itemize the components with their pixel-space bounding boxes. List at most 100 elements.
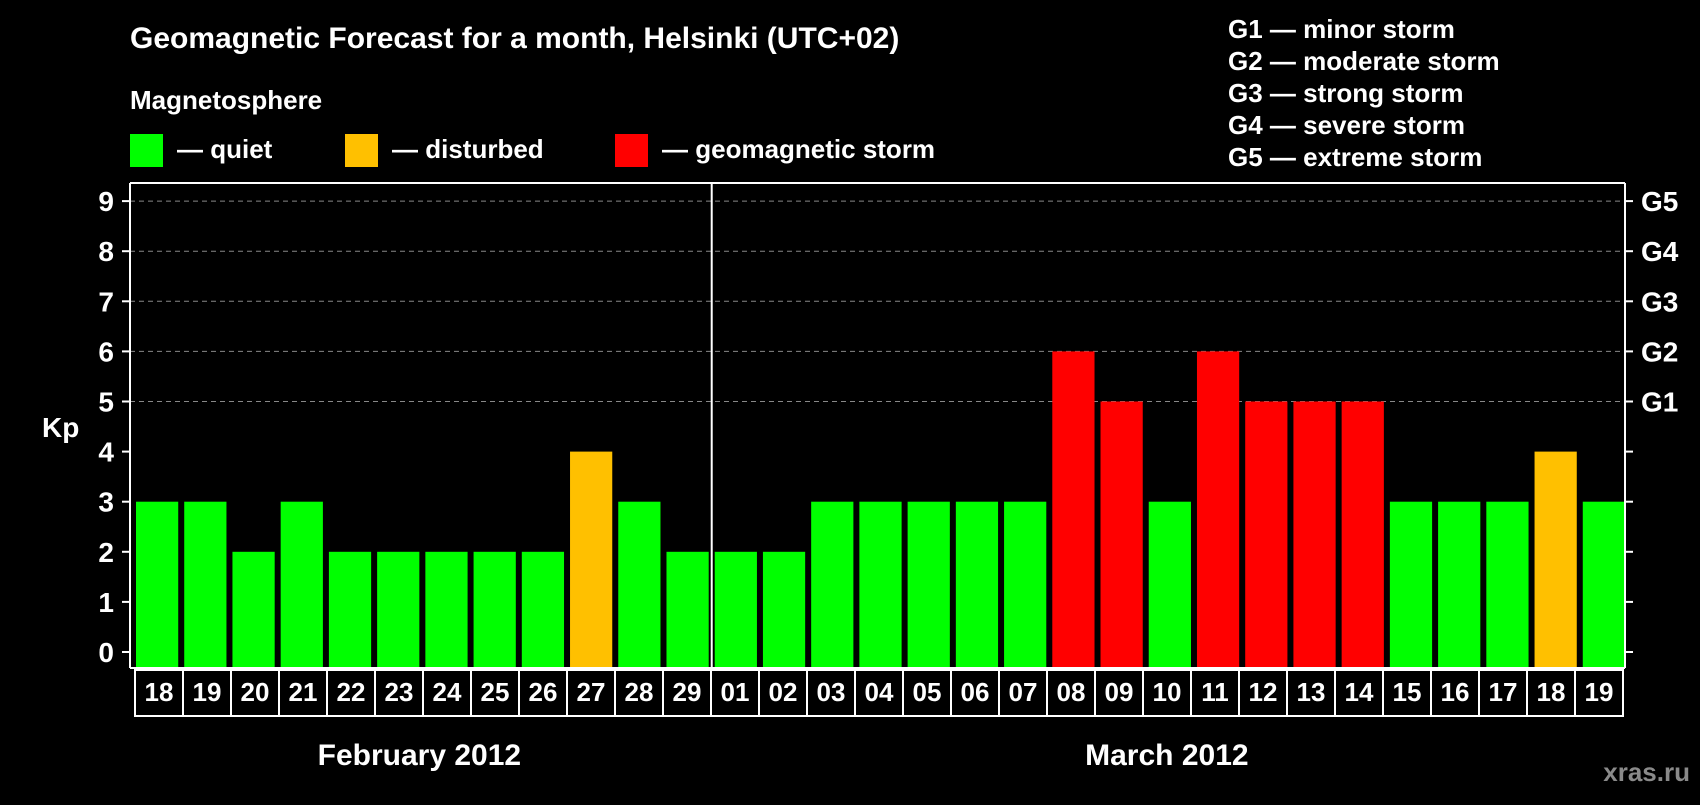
day-label: 24 [433,677,462,707]
bar [184,501,227,668]
bar [1534,451,1577,668]
legend: — quiet — disturbed — geomagnetic storm [130,134,935,167]
bar [377,551,420,668]
y-tick-label: 1 [98,587,114,618]
bar [1486,501,1529,668]
day-label: 20 [241,677,270,707]
bar [811,501,854,668]
storm-scale-item: G5 — extreme storm [1228,142,1482,172]
bar [280,501,323,668]
day-label: 19 [193,677,222,707]
bar [232,551,275,668]
storm-scale-item: G4 — severe storm [1228,110,1465,140]
day-label: 09 [1105,677,1134,707]
bar [714,551,757,668]
bar [1438,501,1481,668]
y-axis-label: Kp [42,412,79,443]
day-label: 22 [337,677,366,707]
day-label: 28 [625,677,654,707]
day-label: 07 [1009,677,1038,707]
y-tick-label: 3 [98,487,114,518]
legend-label-disturbed: — disturbed [392,134,544,164]
y-tick-label: 5 [98,387,114,418]
storm-scale-item: G2 — moderate storm [1228,46,1500,76]
day-label: 19 [1585,677,1614,707]
day-label: 29 [673,677,702,707]
y-tick-label: 9 [98,186,114,217]
bar [1004,501,1047,668]
day-label: 03 [817,677,846,707]
g-scale-label: G3 [1641,286,1678,317]
legend-label-storm: — geomagnetic storm [662,134,935,164]
legend-swatch-disturbed [345,134,378,167]
chart-title: Geomagnetic Forecast for a month, Helsin… [130,22,899,55]
g-scale-label: G5 [1641,186,1678,217]
day-label: 18 [1537,677,1566,707]
day-label: 17 [1489,677,1518,707]
day-label: 23 [385,677,414,707]
day-label: 06 [961,677,990,707]
bar [618,501,661,668]
day-label: 18 [145,677,174,707]
bar [1341,401,1384,668]
bar [907,501,950,668]
legend-swatch-storm [615,134,648,167]
y-tick-label: 2 [98,537,114,568]
day-label: 04 [865,677,894,707]
month-label: February 2012 [318,739,521,772]
day-label: 02 [769,677,798,707]
bar [425,551,468,668]
watermark: xras.ru [1603,757,1690,787]
bar [521,551,565,668]
day-label: 05 [913,677,942,707]
day-label: 14 [1345,677,1374,707]
y-tick-label: 8 [98,236,114,267]
day-label: 27 [577,677,606,707]
legend-label-quiet: — quiet [177,134,273,164]
day-label: 01 [721,677,750,707]
y-tick-label: 0 [98,637,114,668]
y-tick-label: 7 [98,286,114,317]
day-label: 25 [481,677,510,707]
day-label: 21 [289,677,318,707]
grid [130,200,1625,402]
bar [1100,401,1143,668]
day-label: 15 [1393,677,1422,707]
bar [136,501,179,668]
g-scale-label: G4 [1641,236,1679,267]
day-label: 26 [529,677,558,707]
bar [666,551,709,668]
month-label: March 2012 [1085,739,1248,772]
day-label: 08 [1057,677,1086,707]
day-label: 12 [1249,677,1278,707]
bar [1582,501,1625,668]
bar [955,501,999,668]
bar [570,451,613,668]
bars [136,351,1625,668]
axes: 0 1 2 3 4 5 6 7 8 9 G1 G2 G3 G4 G5 [98,182,1679,669]
g-scale-label: G2 [1641,336,1678,367]
storm-scale-item: G1 — minor storm [1228,14,1455,44]
bar [762,551,806,668]
bar [1148,501,1191,668]
day-labels: 18 19 20 21 22 23 24 25 26 27 28 29 01 02 03 04 05 06 07 08… [134,669,1624,772]
bar [1293,401,1336,668]
day-label: 10 [1153,677,1182,707]
g-scale-label: G1 [1641,387,1678,418]
storm-scale-item: G3 — strong storm [1228,78,1463,108]
bar [1196,351,1240,668]
bar [328,551,372,668]
legend-title: Magnetosphere [130,85,322,115]
legend-swatch-quiet [130,134,163,167]
bar [859,501,902,668]
bar [1245,401,1288,668]
y-tick-label: 4 [98,437,114,468]
y-tick-label: 6 [98,336,114,367]
day-label: 13 [1297,677,1326,707]
bar [1389,501,1433,668]
day-label: 11 [1201,677,1229,707]
bar [1052,351,1095,668]
day-label: 16 [1441,677,1470,707]
